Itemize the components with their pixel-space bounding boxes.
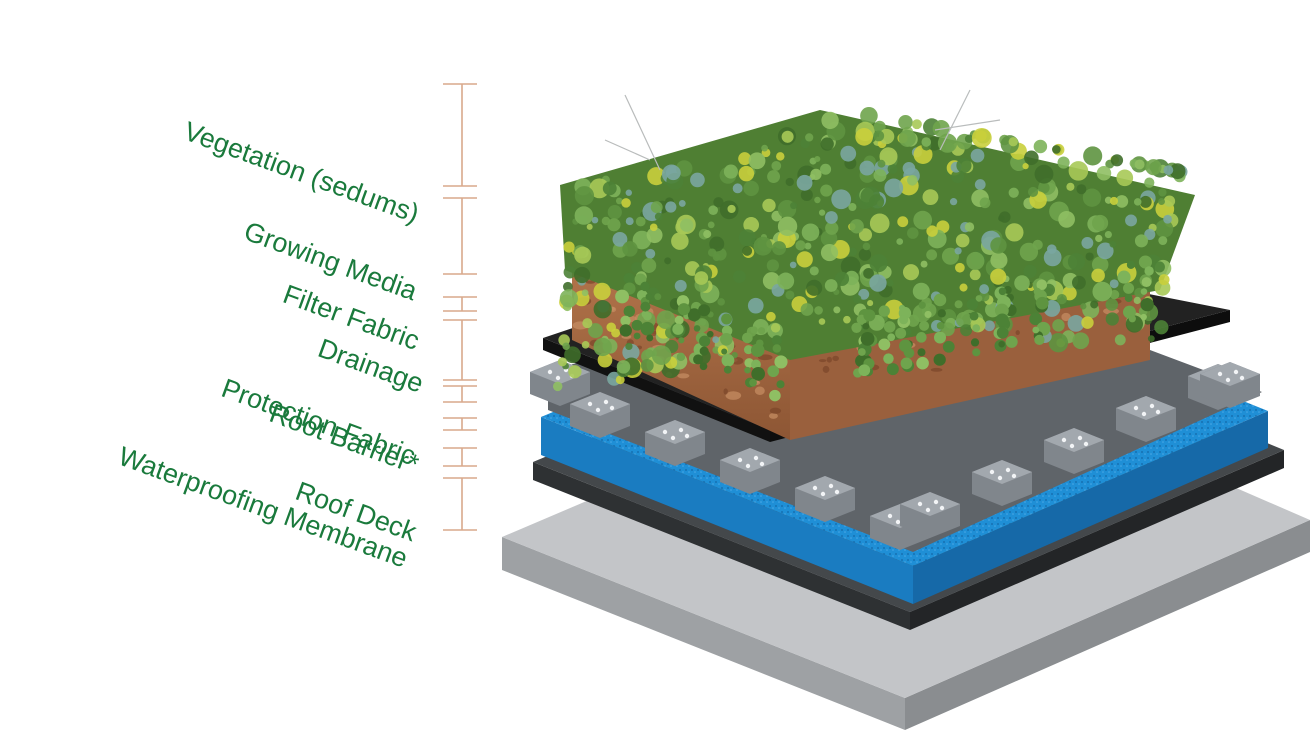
drainage-cup	[900, 492, 960, 538]
drainage-cup	[1116, 396, 1176, 442]
label-growing-media: Growing Media	[240, 216, 422, 307]
bracket-roof-deck	[443, 477, 477, 531]
drainage-cup	[720, 448, 780, 494]
drainage-cup	[1200, 362, 1260, 408]
drainage-cup	[645, 420, 705, 466]
drainage-cup	[570, 392, 630, 438]
drainage-cup	[1044, 428, 1104, 474]
layer-labels: Vegetation (sedums) Growing Media Filter…	[115, 116, 428, 574]
bracket-drainage	[443, 319, 477, 381]
bracket-growing-media	[443, 197, 477, 275]
label-vegetation: Vegetation (sedums)	[180, 116, 423, 229]
drainage-cup	[795, 476, 855, 522]
layer-brackets	[443, 83, 477, 531]
bracket-waterproofing-membrane	[443, 447, 477, 467]
bracket-protection-fabric	[443, 385, 477, 403]
bracket-filter-fabric	[443, 296, 477, 312]
drainage-cup	[972, 460, 1032, 506]
bracket-root-barrier	[443, 417, 477, 431]
vegetation-layer	[552, 89, 1195, 402]
bracket-vegetation	[443, 83, 477, 187]
